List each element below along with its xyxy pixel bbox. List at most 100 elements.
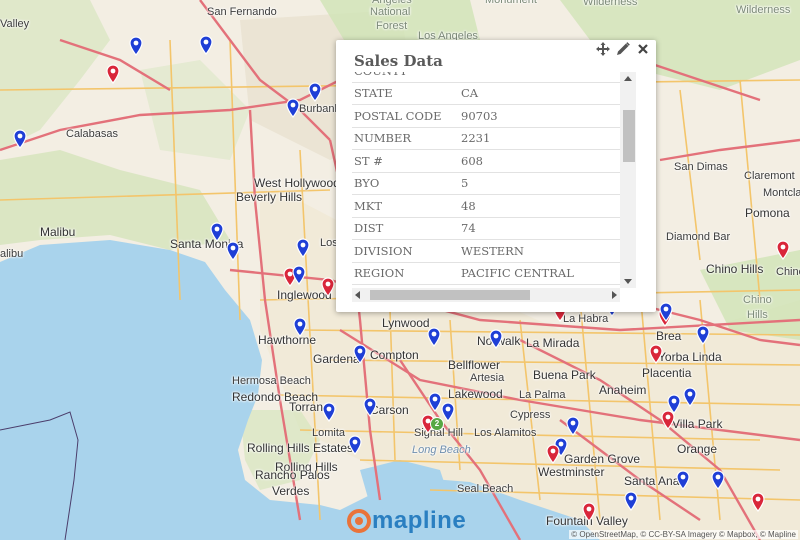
place-label: Forest [376,20,408,32]
close-icon[interactable] [636,42,650,56]
edit-icon[interactable] [616,42,630,56]
place-label: La Habra [563,313,609,325]
table-row: STORE PHONE(562) 924-1066 [352,284,622,288]
place-label: Santa Monica [170,237,244,251]
popup-title: Sales Data [354,52,443,70]
field-name: POSTAL CODE [352,104,459,128]
place-label: Garden Grove [564,452,641,466]
map-pin-blue-icon[interactable] [427,327,441,347]
field-name: STORE PHONE [352,284,459,288]
field-name: MKT [352,194,459,218]
place-label: Verdes [272,484,310,498]
horizontal-scroll-thumb[interactable] [370,290,530,300]
map-pin-blue-icon[interactable] [428,392,442,412]
place-label: alibu [0,248,24,260]
place-label: Brea [656,329,682,343]
place-label: Placentia [642,366,692,380]
scroll-up-arrow-icon[interactable] [624,76,632,81]
field-name: DIVISION [352,239,459,263]
table-row: MKT 48 [352,194,622,218]
map-pin-blue-icon[interactable] [353,344,367,364]
horizontal-scrollbar[interactable] [352,288,620,302]
map-pin-blue-icon[interactable] [676,470,690,490]
scroll-left-arrow-icon[interactable] [355,291,360,299]
place-label: Wilderness [583,0,638,8]
field-value: 74 [459,217,622,240]
map-pin-blue-icon[interactable] [363,397,377,417]
map-pin-blue-icon[interactable] [308,82,322,102]
place-label: Claremont [744,170,795,182]
map-pin-blue-icon[interactable] [566,416,580,436]
place-label: Angeles [372,0,412,6]
map-pin-blue-icon[interactable] [667,394,681,414]
map-pin-blue-icon[interactable] [696,325,710,345]
map-pin-blue-icon[interactable] [441,402,455,422]
mapline-logo-icon [347,509,371,533]
place-label: Buena Park [533,368,596,382]
place-label: Chino [743,294,772,306]
map-pin-red-icon[interactable] [546,444,560,464]
place-label: Cypress [510,409,551,421]
map-pin-blue-icon[interactable] [129,36,143,56]
place-label: La Palma [519,389,566,401]
map-pin-red-icon[interactable] [751,492,765,512]
field-value: 5 [459,172,622,195]
map-pin-red-icon[interactable] [106,64,120,84]
field-name: REGION [352,262,459,285]
map-pin-blue-icon[interactable] [348,435,362,455]
map-pin-blue-icon[interactable] [659,302,673,322]
table-row: DIVISION WESTERN [352,239,622,263]
map-pin-red-icon[interactable] [649,344,663,364]
map-pin-blue-icon[interactable] [13,129,27,149]
place-label: San Fernando [207,6,277,18]
scroll-down-arrow-icon[interactable] [624,279,632,284]
place-label: San Dimas [674,161,728,173]
place-label: Gardena [313,352,360,366]
map-pin-blue-icon[interactable] [711,470,725,490]
place-label: Orange [677,442,718,456]
vertical-scrollbar[interactable] [620,72,636,288]
map-pin-red-icon[interactable] [321,277,335,297]
map-attribution[interactable]: © OpenStreetMap, © CC-BY-SA Imagery © Ma… [569,530,798,539]
map-pin-blue-icon[interactable] [210,222,224,242]
map-pin-blue-icon[interactable] [286,98,300,118]
place-label: La Mirada [526,336,580,350]
place-label: Malibu [40,225,76,239]
table-row: BYO 5 [352,172,622,195]
place-label: Rolling Hills [275,460,338,474]
field-value: PACIFIC CENTRAL [459,262,622,285]
place-label: Los Angeles [418,30,478,42]
map-pin-blue-icon[interactable] [624,491,638,511]
field-value: 608 [459,149,622,173]
sales-data-table: COUNTYSTATECAPOSTAL CODE90703NUMBER2231S… [352,72,622,288]
map-pin-blue-icon[interactable] [199,35,213,55]
field-name: DIST [352,217,459,240]
field-value: 48 [459,194,622,218]
map-pin-red-icon[interactable] [661,410,675,430]
map-pin-red-icon[interactable] [776,240,790,260]
place-label: Fountain Valley [546,514,628,528]
map-pin-blue-icon[interactable] [489,329,503,349]
place-label: Lakewood [448,387,503,401]
scroll-right-arrow-icon[interactable] [612,291,617,299]
map-pin-blue-icon[interactable] [226,241,240,261]
place-label: Compton [370,348,419,362]
map-pin-blue-icon[interactable] [293,317,307,337]
map-pin-blue-icon[interactable] [322,402,336,422]
map-pin-blue-icon[interactable] [296,238,310,258]
move-icon[interactable] [596,42,610,56]
place-label: Burbank [299,103,340,115]
place-label: Seal Beach [457,483,514,495]
place-label: National [370,6,411,18]
map-pin-blue-icon[interactable] [292,265,306,285]
map-pin-red-icon[interactable] [582,502,596,522]
place-label: Rancho Palos [255,468,330,482]
vertical-scroll-thumb[interactable] [623,110,635,162]
field-name: NUMBER [352,127,459,150]
place-label: Los [320,237,338,249]
cluster-badge[interactable]: 2 [430,417,444,431]
map-pin-blue-icon[interactable] [683,387,697,407]
field-value: 2231 [459,127,622,150]
place-label: Beverly Hills [236,190,303,204]
field-name: BYO [352,172,459,195]
